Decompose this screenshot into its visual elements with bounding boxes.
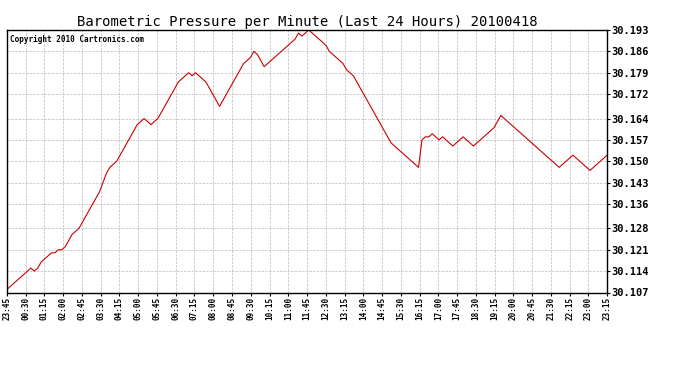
Text: Copyright 2010 Cartronics.com: Copyright 2010 Cartronics.com <box>10 35 144 44</box>
Title: Barometric Pressure per Minute (Last 24 Hours) 20100418: Barometric Pressure per Minute (Last 24 … <box>77 15 538 29</box>
